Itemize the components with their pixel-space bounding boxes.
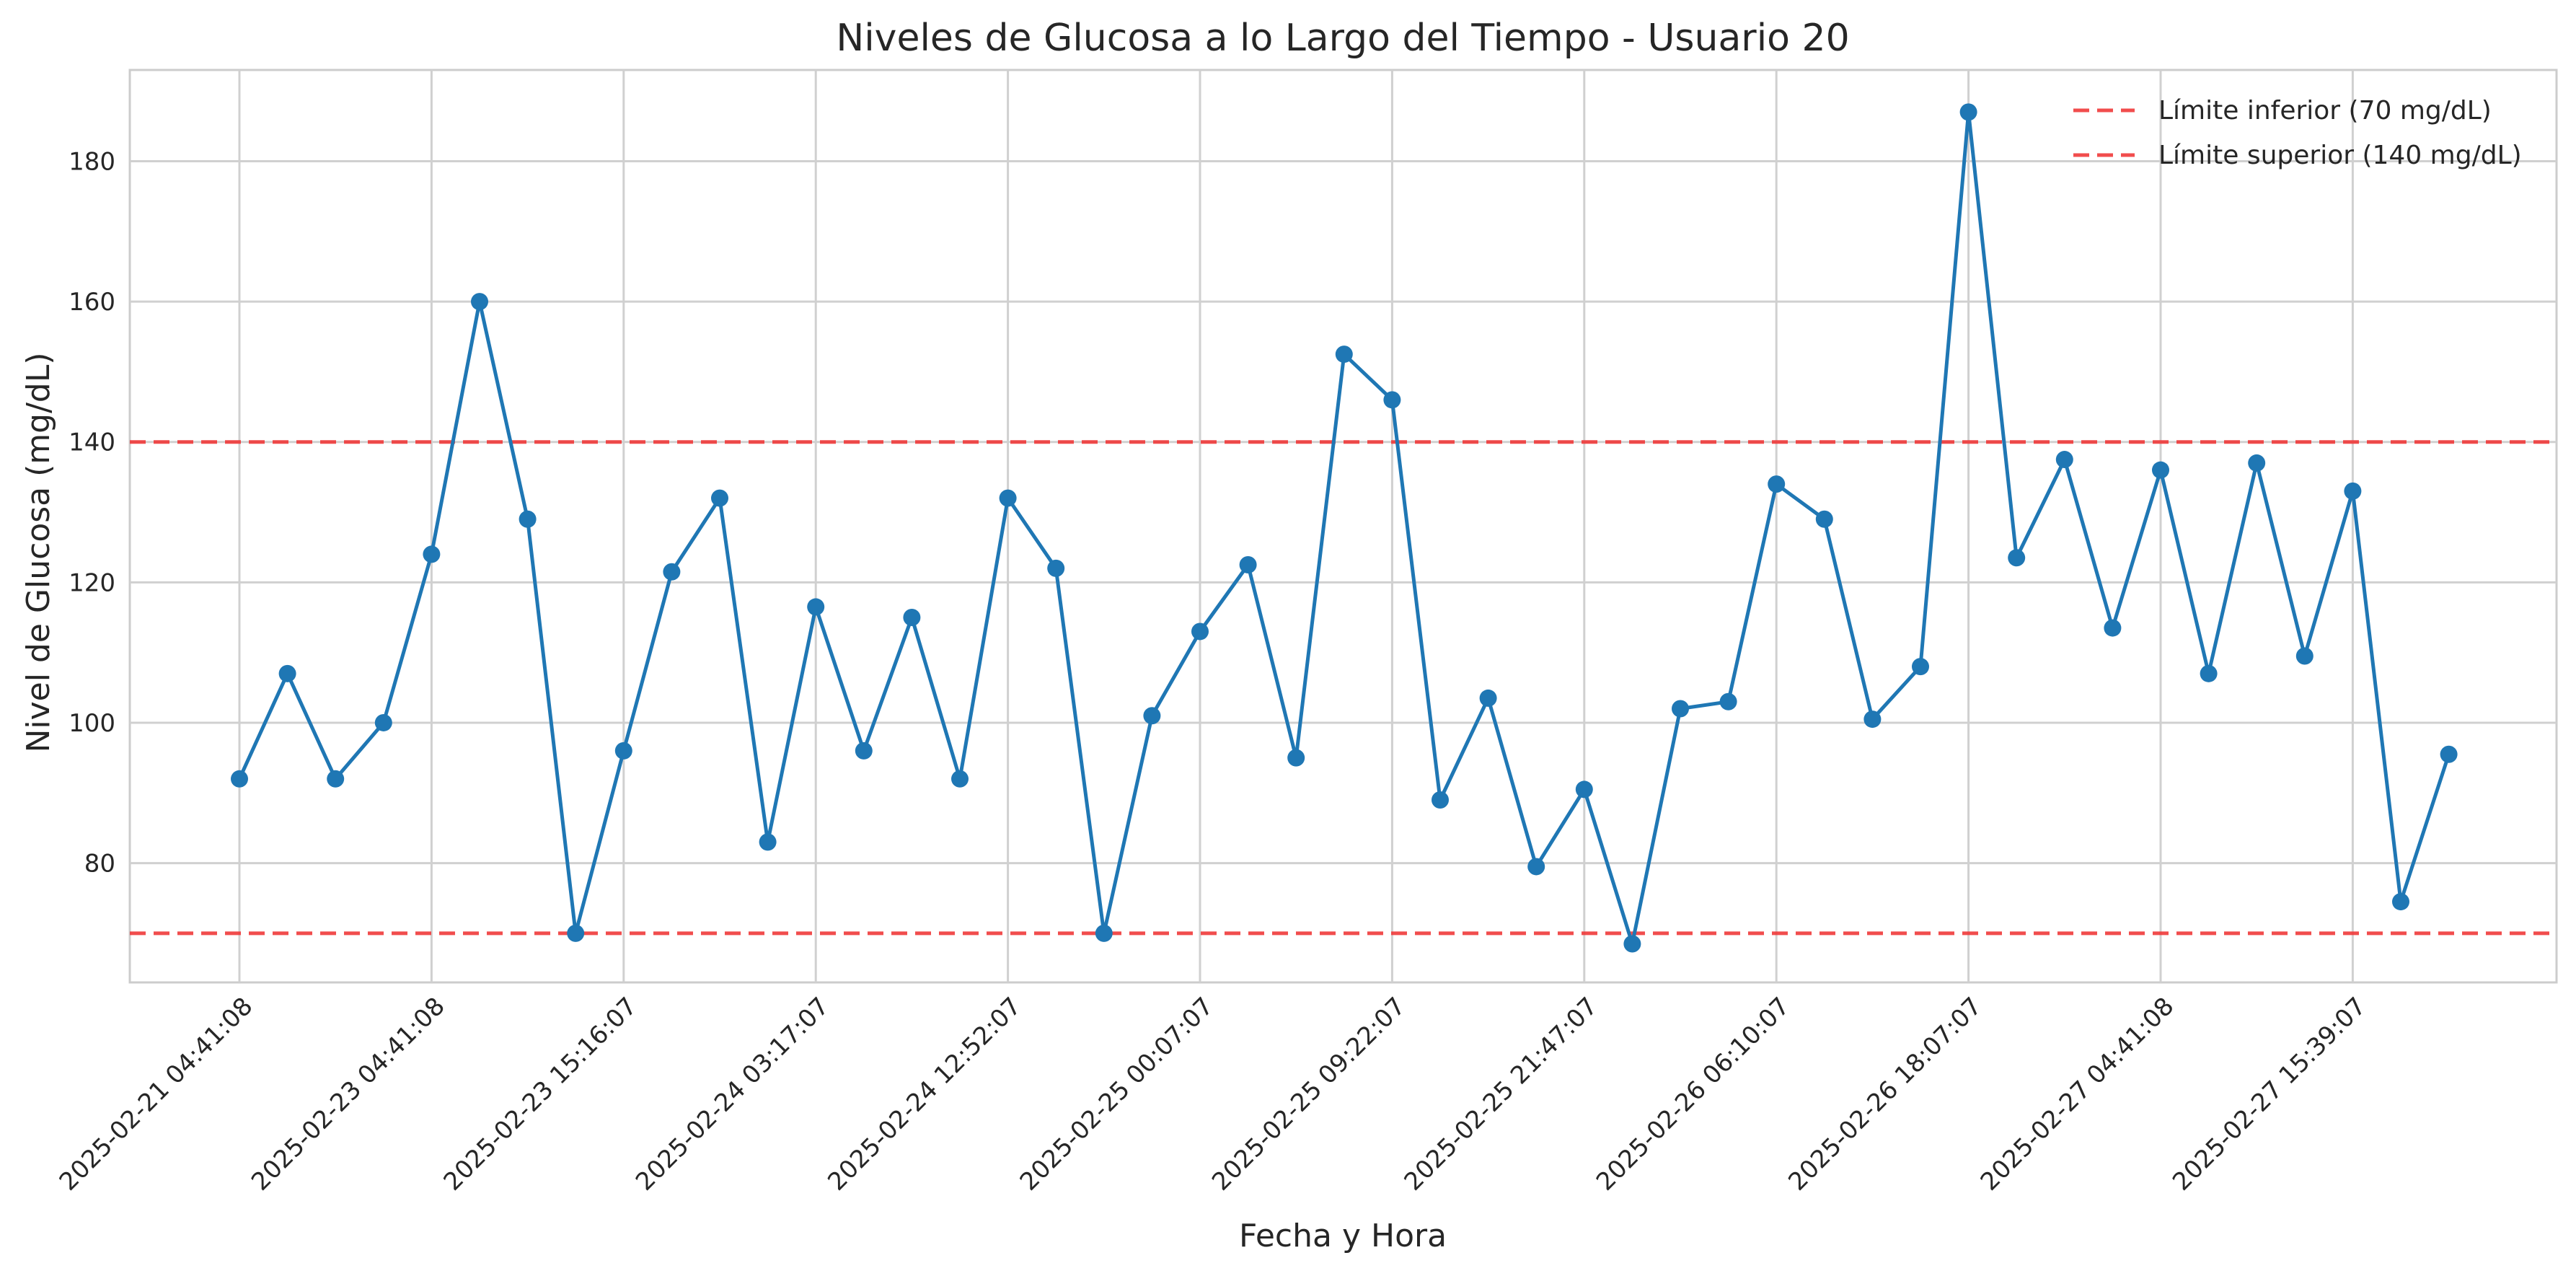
glucose-data-point <box>759 833 777 851</box>
glucose-data-point <box>1432 791 1449 809</box>
glucose-data-point <box>2248 454 2266 472</box>
glucose-data-point <box>1479 689 1497 707</box>
x-tick-label: 2025-02-21 04:41:08 <box>54 992 259 1197</box>
glucose-data-point <box>1335 346 1353 364</box>
glucose-data-point <box>567 924 585 942</box>
glucose-data-point <box>1672 700 1689 718</box>
x-tick-label: 2025-02-24 12:52:07 <box>822 992 1027 1197</box>
glucose-data-point <box>711 489 728 507</box>
glucose-data-point <box>614 742 632 760</box>
glucose-data-point <box>855 742 873 760</box>
glucose-data-point <box>1623 935 1641 953</box>
legend-label: Límite inferior (70 mg/dL) <box>2158 96 2492 126</box>
glucose-data-point <box>1863 710 1882 729</box>
y-tick-label: 100 <box>69 709 115 738</box>
glucose-data-point <box>951 770 969 788</box>
chart-title: Niveles de Glucosa a lo Largo del Tiempo… <box>836 17 1849 60</box>
x-tick-label: 2025-02-27 15:39:07 <box>2167 992 2372 1197</box>
glucose-data-point <box>1095 924 1113 942</box>
legend: Límite inferior (70 mg/dL) Límite superio… <box>2073 96 2522 170</box>
glucose-data-point <box>1815 510 1833 528</box>
glucose-data-point <box>327 770 345 788</box>
x-tick-label: 2025-02-27 04:41:08 <box>1975 992 2180 1197</box>
y-axis-title: Nivel de Glucosa (mg/dL) <box>20 352 57 752</box>
glucose-data-point <box>2008 549 2026 567</box>
glucose-data-point <box>1047 559 1065 577</box>
glucose-data-point <box>903 609 921 626</box>
glucose-data-point <box>2055 451 2073 469</box>
x-tick-label: 2025-02-25 21:47:07 <box>1399 992 1604 1197</box>
glucose-data-point <box>1527 858 1545 876</box>
glucose-data-point <box>807 598 825 616</box>
glucose-data-point <box>374 713 392 731</box>
glucose-data-point <box>471 293 488 311</box>
plot-frame <box>128 69 2558 984</box>
x-axis-title: Fecha y Hora <box>1239 1218 1447 1254</box>
glucose-data-point <box>1239 556 1257 574</box>
glucose-data-point <box>231 770 248 788</box>
glucose-data-point <box>999 489 1017 507</box>
glucose-data-point <box>2295 647 2313 665</box>
glucose-data-point <box>1575 780 1593 798</box>
glucose-data-point <box>663 563 681 581</box>
y-tick-label: 160 <box>69 288 115 317</box>
glucose-data-point <box>278 664 296 682</box>
x-tick-label: 2025-02-26 18:07:07 <box>1783 992 1988 1197</box>
glucose-data-point <box>1768 475 1786 493</box>
x-tick-label: 2025-02-26 06:10:07 <box>1591 992 1796 1197</box>
glucose-data-point <box>2152 461 2169 479</box>
glucose-data-point <box>1719 692 1737 710</box>
glucose-data-point <box>2392 893 2409 911</box>
y-tick-label: 120 <box>69 568 115 597</box>
glucose-data-point <box>2104 619 2122 637</box>
glucose-data-point <box>1143 707 1161 725</box>
x-tick-label: 2025-02-25 09:22:07 <box>1207 992 1411 1197</box>
x-tick-label: 2025-02-24 03:17:07 <box>630 992 835 1197</box>
glucose-data-point <box>1287 749 1305 767</box>
x-tick-label: 2025-02-25 00:07:07 <box>1015 992 1219 1197</box>
x-tick-label: 2025-02-23 15:16:07 <box>438 992 643 1197</box>
glucose-data-point <box>519 510 537 528</box>
glucose-data-point <box>423 545 441 563</box>
y-tick-label: 180 <box>69 148 115 177</box>
glucose-data-point <box>2440 745 2458 763</box>
legend-label: Límite superior (140 mg/dL) <box>2158 141 2522 170</box>
glucose-data-point <box>2344 482 2362 500</box>
glucose-data-point <box>1191 622 1209 641</box>
glucose-data-point <box>2200 664 2218 682</box>
y-tick-label: 140 <box>69 428 115 457</box>
glucose-data-point <box>1912 658 1929 676</box>
y-tick-label: 80 <box>84 850 115 879</box>
x-tick-label: 2025-02-23 04:41:08 <box>246 992 451 1197</box>
glucose-data-point <box>1383 391 1401 409</box>
glucose-data-point <box>1959 103 1977 121</box>
